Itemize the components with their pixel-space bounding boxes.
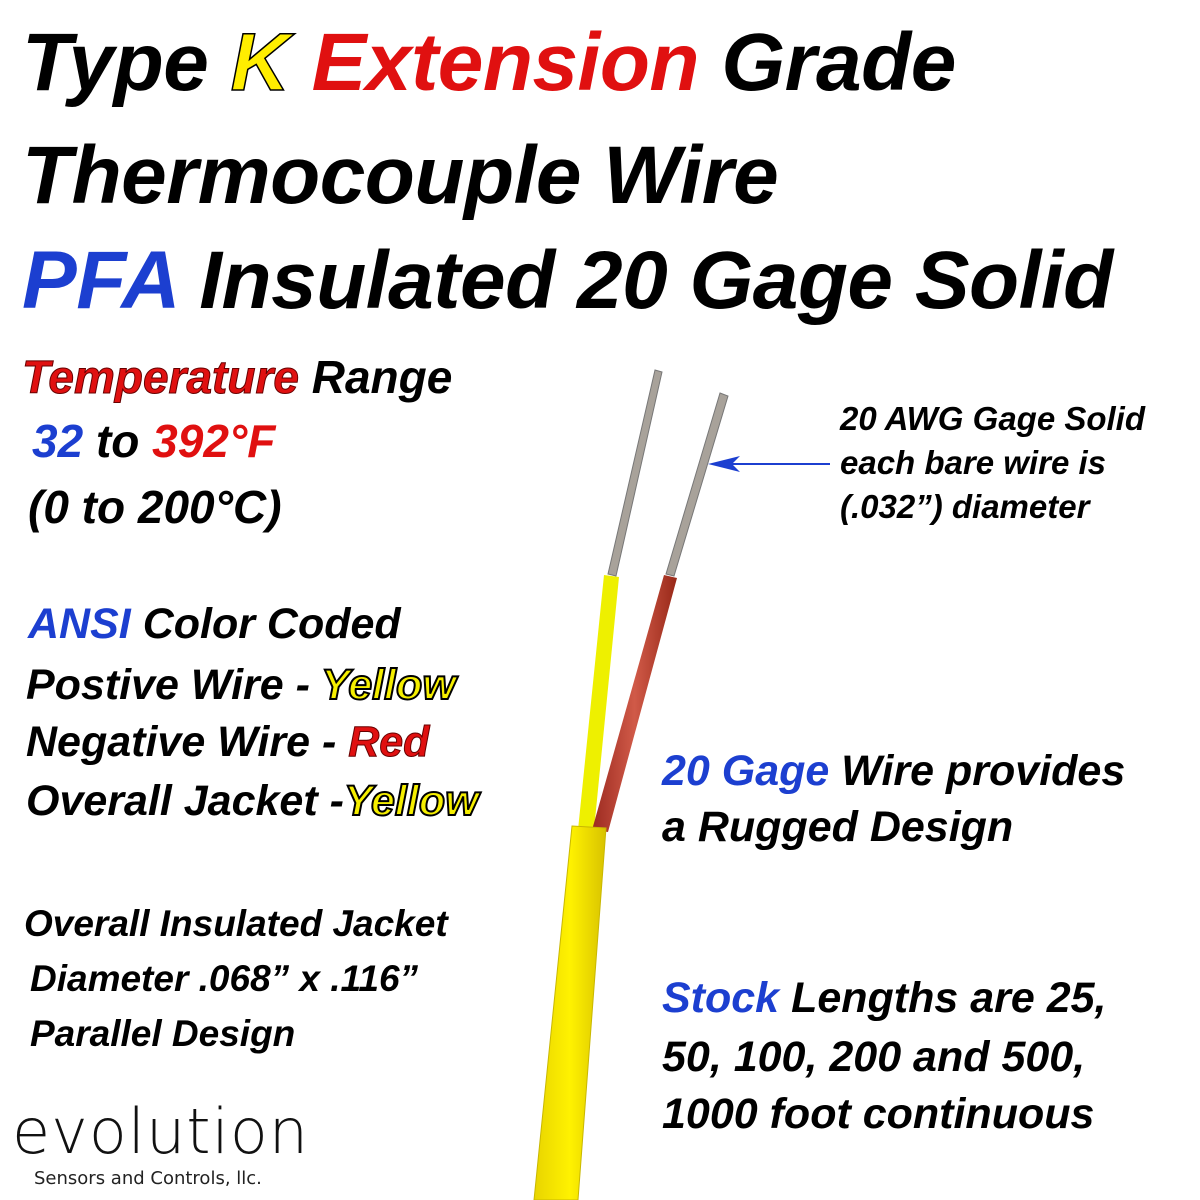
title-line-1: Type K Extension Grade — [22, 21, 956, 105]
title-line-2: Thermocouple Wire — [22, 130, 779, 221]
temperature-word: Temperature — [22, 351, 300, 403]
bare-wire-positive — [607, 369, 663, 577]
jacket-line-2: Diameter .068” x .116” — [30, 958, 419, 999]
range-word: Range — [311, 351, 453, 403]
stock-rest: Lengths are 25, — [791, 974, 1107, 1022]
negative-wire-red — [592, 575, 677, 832]
title-extension: Extension — [311, 17, 700, 108]
bare-wire-negative — [665, 392, 729, 577]
stock-line-1: Stock Lengths are 25, — [662, 977, 1107, 1020]
stock-line-3: 1000 foot continuous — [662, 1090, 1095, 1138]
gage-line-2: a Rugged Design — [662, 803, 1014, 851]
logo-tagline: Sensors and Controls, llc. — [34, 1168, 262, 1189]
temperature-celsius: (0 to 200°C) — [28, 481, 282, 533]
stock-line-2: 50, 100, 200 and 500, — [662, 1033, 1086, 1081]
positive-wire-yellow — [578, 575, 619, 830]
positive-label: Postive Wire - — [26, 661, 310, 709]
temperature-heading: Temperature Range — [22, 351, 453, 403]
title-k: K — [230, 17, 291, 108]
callout-line-3: (.032”) diameter — [840, 488, 1090, 525]
negative-wire-line: Negative Wire - Red — [26, 718, 430, 766]
ansi-word: ANSI — [28, 600, 131, 648]
evolution-logo: evolution Sensors and Controls, llc. — [12, 1095, 309, 1189]
callout-line-1: 20 AWG Gage Solid — [840, 400, 1146, 437]
stock-highlight: Stock — [662, 974, 780, 1022]
negative-label: Negative Wire - — [26, 718, 337, 766]
gage-highlight: 20 Gage — [662, 747, 830, 795]
temp-high: 392°F — [152, 415, 276, 467]
jacket-color-line: Overall Jacket -Yellow — [26, 777, 480, 825]
temperature-fahrenheit: 32 to 392°F — [32, 418, 275, 464]
temp-to: to — [95, 415, 140, 467]
title-pfa: PFA — [22, 235, 177, 326]
callout-line-2: each bare wire is — [840, 444, 1106, 481]
color-coded: Color Coded — [142, 600, 401, 648]
gage-rest: Wire provides — [841, 747, 1126, 795]
jacket-color: Yellow — [343, 777, 480, 825]
positive-color: Yellow — [320, 661, 457, 709]
jacket-line-3: Parallel Design — [30, 1013, 296, 1054]
title-grade: Grade — [721, 17, 956, 108]
gage-line-1: 20 Gage Wire provides — [662, 750, 1125, 793]
title-insulated: Insulated 20 Gage Solid — [199, 235, 1113, 326]
title-line-3: PFA Insulated 20 Gage Solid — [22, 240, 1113, 322]
logo-wordmark: evolution — [12, 1095, 310, 1168]
ansi-heading: ANSI Color Coded — [28, 603, 401, 646]
positive-wire-line: Postive Wire - Yellow — [26, 661, 457, 709]
arrow — [708, 456, 830, 472]
title-type: Type — [22, 17, 209, 108]
jacket-label: Overall Jacket - — [26, 777, 344, 825]
jacket-line-1: Overall Insulated Jacket — [24, 903, 448, 944]
negative-color: Red — [348, 718, 430, 766]
overall-jacket-yellow — [533, 825, 607, 1200]
temp-low: 32 — [32, 415, 84, 467]
